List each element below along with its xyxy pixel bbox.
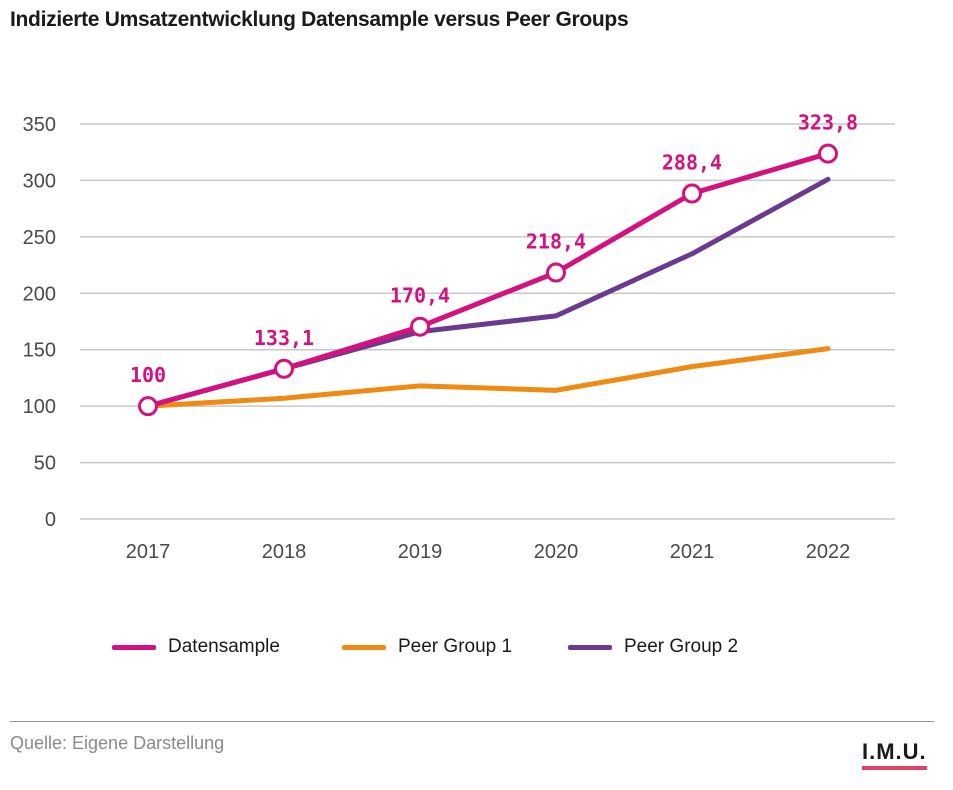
data-label-datensample-2021: 288,4 [662, 151, 722, 175]
y-tick-label-300: 300 [23, 170, 56, 192]
legend-swatch-peer-group-1 [342, 644, 386, 650]
series-line-datensample [145, 151, 831, 409]
imu-logo: I.M.U. [862, 740, 927, 770]
line-chart: 0 50 100 150 200 250 300 350 2017 2018 2019 2020 20… [23, 111, 895, 563]
footer-divider [10, 721, 934, 722]
legend-label-peer-group-1: Peer Group 1 [398, 636, 513, 657]
chart-title: Indizierte Umsatzentwicklung Datensample… [10, 8, 629, 31]
x-tick-label-2020: 2020 [534, 541, 579, 563]
data-label-datensample-2018: 133,1 [254, 326, 314, 350]
x-tick-label-2019: 2019 [398, 541, 443, 563]
y-tick-label-50: 50 [34, 453, 56, 475]
series-line-peer-group-1 [145, 346, 831, 409]
y-tick-label-0: 0 [45, 509, 56, 531]
legend-item-datensample: Datensample [112, 636, 280, 658]
legend-swatch-peer-group-2 [568, 644, 612, 650]
y-tick-label-200: 200 [23, 283, 56, 305]
data-point-datensample-2021 [682, 183, 702, 204]
data-label-datensample-2017: 100 [130, 363, 166, 387]
chart-legend: Datensample Peer Group 1 Peer Group 2 [0, 636, 953, 666]
y-tick-label-100: 100 [23, 396, 56, 418]
y-tick-label-350: 350 [23, 114, 56, 136]
source-note: Quelle: Eigene Darstellung [10, 733, 225, 753]
x-tick-label-2017: 2017 [126, 541, 171, 563]
legend-label-peer-group-2: Peer Group 2 [624, 636, 739, 657]
data-label-datensample-2019: 170,4 [390, 284, 450, 308]
legend-swatch-datensample [112, 644, 156, 650]
legend-item-peer-group-1: Peer Group 1 [342, 636, 512, 658]
y-tick-label-250: 250 [23, 227, 56, 249]
legend-label-datensample: Datensample [168, 636, 280, 657]
y-tick-label-150: 150 [23, 340, 56, 362]
data-point-datensample-2020 [546, 262, 566, 283]
data-label-datensample-2022: 323,8 [798, 111, 858, 135]
x-tick-label-2021: 2021 [670, 541, 715, 563]
x-tick-label-2022: 2022 [806, 541, 851, 563]
data-point-datensample-2018 [274, 358, 294, 379]
data-point-datensample-2017 [138, 396, 158, 417]
data-point-datensample-2022 [818, 143, 838, 164]
legend-item-peer-group-2: Peer Group 2 [568, 636, 738, 658]
data-label-datensample-2020: 218,4 [526, 230, 586, 254]
data-point-datensample-2019 [410, 316, 430, 337]
x-tick-label-2018: 2018 [262, 541, 307, 563]
